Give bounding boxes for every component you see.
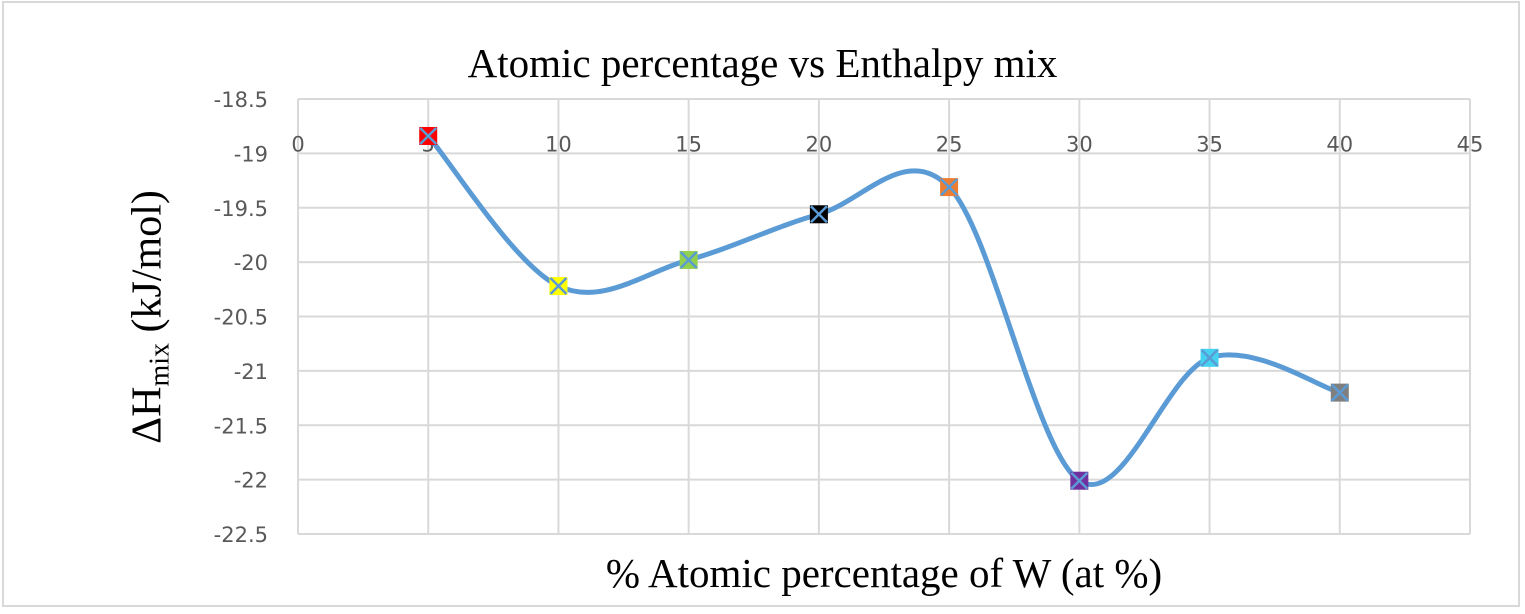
y-tick-label: -19 [234, 142, 268, 166]
data-point-marker [1200, 348, 1219, 367]
data-line [425, 133, 1343, 487]
x-tick-label: 20 [806, 132, 833, 156]
x-tick-label: 0 [291, 132, 304, 156]
gridlines [297, 98, 1471, 535]
data-point-marker [940, 178, 959, 197]
chart-title: Atomic percentage vs Enthalpy mix [467, 40, 1058, 86]
y-tick-label: -22 [234, 469, 268, 493]
data-point-marker [549, 277, 568, 296]
data-markers [419, 126, 1349, 490]
x-tick-label: 40 [1326, 132, 1353, 156]
x-tick-label: 10 [545, 132, 572, 156]
y-tick-label: -19.5 [214, 197, 268, 221]
y-tick-label: -21.5 [214, 414, 268, 438]
x-tick-label: 45 [1457, 132, 1484, 156]
data-point-marker [809, 205, 828, 224]
y-tick-label: -20.5 [214, 306, 268, 330]
x-tick-label: 35 [1196, 132, 1223, 156]
x-axis-label: % Atomic percentage of W (at %) [605, 550, 1163, 596]
x-tick-label: 30 [1066, 132, 1093, 156]
y-tick-label: -20 [234, 251, 268, 275]
data-point-marker [1330, 383, 1349, 402]
x-axis-ticks: 051015202530354045 [291, 132, 1483, 156]
y-tick-label: -22.5 [214, 523, 268, 547]
x-tick-label: 25 [936, 132, 963, 156]
x-tick-label: 15 [675, 132, 702, 156]
y-axis-ticks: -18.5 -19 -19.5 -20 -20.5 -21 -21.5 -22 -22.5 [214, 88, 268, 547]
data-point-marker [679, 250, 698, 269]
y-tick-label: -18.5 [214, 88, 268, 112]
data-point-marker [419, 126, 438, 145]
y-tick-label: -21 [234, 360, 268, 384]
data-point-marker [1070, 471, 1089, 490]
